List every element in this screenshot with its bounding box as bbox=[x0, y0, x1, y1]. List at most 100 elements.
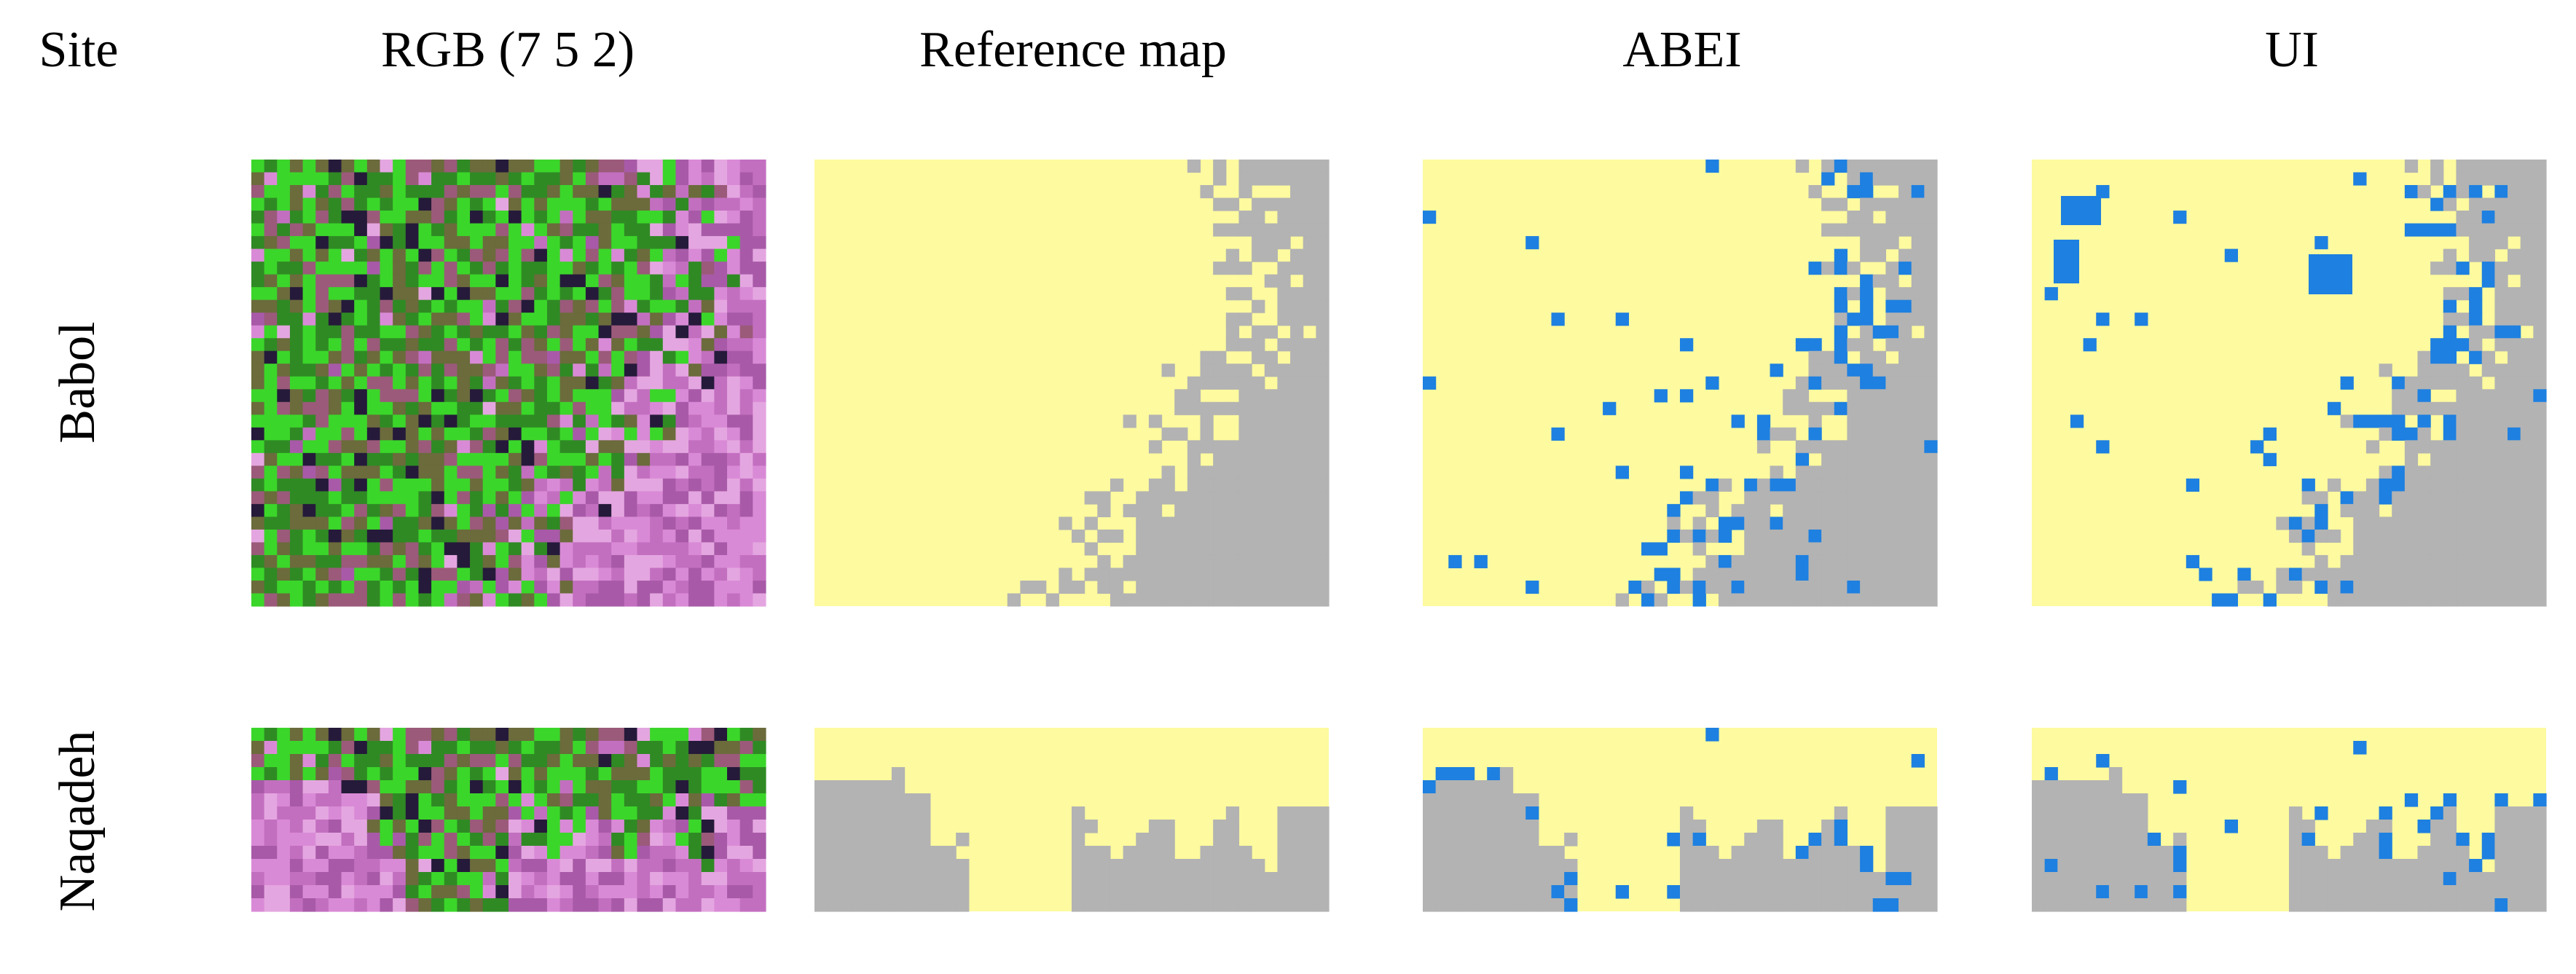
map-pixel bbox=[865, 859, 879, 873]
map-pixel bbox=[1225, 452, 1240, 466]
map-pixel bbox=[1303, 859, 1316, 873]
map-pixel bbox=[1692, 529, 1706, 543]
rgb-pixel bbox=[585, 806, 600, 820]
rgb-pixel bbox=[624, 364, 638, 377]
map-pixel bbox=[2443, 593, 2457, 607]
map-pixel bbox=[1213, 478, 1227, 492]
map-pixel bbox=[2494, 236, 2508, 250]
map-pixel bbox=[1187, 466, 1201, 479]
rgb-pixel bbox=[739, 313, 753, 326]
rgb-pixel bbox=[727, 503, 741, 517]
rgb-pixel bbox=[341, 350, 355, 364]
rgb-pixel bbox=[546, 554, 561, 569]
rgb-pixel bbox=[637, 338, 651, 352]
map-pixel bbox=[1097, 846, 1111, 860]
map-pixel bbox=[2520, 376, 2534, 390]
map-pixel bbox=[2443, 197, 2457, 211]
map-pixel bbox=[1808, 262, 1822, 275]
map-pixel bbox=[1898, 466, 1912, 479]
rgb-pixel bbox=[739, 567, 753, 581]
rgb-pixel bbox=[753, 846, 766, 860]
map-pixel bbox=[1290, 491, 1304, 505]
rgb-pixel bbox=[495, 806, 509, 820]
rgb-pixel bbox=[624, 754, 638, 768]
rgb-pixel bbox=[366, 262, 381, 275]
map-pixel bbox=[2044, 820, 2058, 833]
rgb-pixel bbox=[598, 466, 612, 479]
rgb-pixel bbox=[341, 542, 355, 556]
rgb-pixel bbox=[585, 427, 600, 441]
rgb-pixel bbox=[251, 236, 265, 250]
rgb-pixel bbox=[470, 299, 484, 313]
rgb-pixel bbox=[624, 172, 638, 186]
column-header: Site bbox=[39, 22, 119, 78]
rgb-pixel bbox=[457, 529, 471, 543]
map-pixel bbox=[1072, 529, 1085, 543]
rgb-pixel bbox=[739, 248, 753, 262]
map-pixel bbox=[1770, 567, 1783, 581]
rgb-pixel bbox=[431, 846, 445, 860]
map-pixel bbox=[2327, 885, 2341, 899]
rgb-pixel bbox=[341, 172, 355, 186]
rgb-pixel bbox=[380, 885, 393, 899]
map-pixel bbox=[1461, 846, 1475, 860]
rgb-pixel bbox=[585, 885, 600, 899]
rgb-pixel bbox=[637, 833, 651, 847]
rgb-pixel bbox=[341, 885, 355, 899]
rgb-pixel bbox=[251, 313, 265, 326]
rgb-pixel bbox=[662, 529, 677, 543]
map-pixel bbox=[1238, 529, 1252, 543]
rgb-pixel bbox=[470, 806, 484, 820]
map-pixel bbox=[1213, 529, 1227, 543]
map-pixel bbox=[1885, 542, 1899, 556]
map-pixel bbox=[1187, 401, 1201, 415]
rgb-pixel bbox=[637, 741, 651, 755]
rgb-pixel bbox=[675, 313, 689, 326]
map-pixel bbox=[2417, 846, 2431, 860]
map-pixel bbox=[2417, 529, 2431, 543]
map-pixel bbox=[2392, 427, 2406, 441]
rgb-pixel bbox=[727, 440, 741, 454]
map-pixel bbox=[2443, 793, 2457, 807]
map-pixel bbox=[1924, 172, 1938, 186]
map-pixel bbox=[2481, 197, 2495, 211]
rgb-pixel bbox=[508, 389, 522, 403]
map-pixel bbox=[2289, 820, 2303, 833]
rgb-pixel bbox=[277, 567, 291, 581]
map-pixel bbox=[1123, 859, 1136, 873]
map-pixel bbox=[1423, 211, 1437, 224]
map-pixel bbox=[1136, 885, 1150, 899]
rgb-pixel bbox=[688, 160, 702, 173]
map-pixel bbox=[1474, 793, 1488, 807]
map-pixel bbox=[2533, 554, 2547, 569]
map-pixel bbox=[2121, 898, 2135, 912]
rgb-pixel bbox=[611, 517, 625, 530]
map-pixel bbox=[1059, 567, 1072, 581]
rgb-pixel bbox=[739, 262, 753, 275]
rgb-pixel bbox=[418, 767, 432, 781]
rgb-pixel bbox=[315, 872, 329, 886]
rgb-pixel bbox=[315, 741, 329, 755]
map-pixel bbox=[1847, 440, 1861, 454]
rgb-pixel bbox=[753, 728, 766, 742]
map-pixel bbox=[1072, 872, 1085, 886]
map-pixel bbox=[1097, 872, 1111, 886]
map-pixel bbox=[1924, 262, 1938, 275]
rgb-pixel bbox=[546, 542, 561, 556]
rgb-pixel bbox=[457, 313, 471, 326]
map-pixel bbox=[1667, 567, 1681, 581]
map-pixel bbox=[2494, 376, 2508, 390]
map-pixel bbox=[2083, 338, 2097, 352]
map-pixel bbox=[1872, 898, 1886, 912]
map-pixel bbox=[2533, 364, 2547, 377]
rgb-pixel bbox=[470, 846, 484, 860]
map-pixel bbox=[1756, 542, 1771, 556]
rgb-pixel bbox=[546, 806, 561, 820]
map-pixel bbox=[1187, 491, 1201, 505]
map-pixel bbox=[2508, 172, 2521, 186]
map-pixel bbox=[2289, 846, 2303, 860]
map-pixel bbox=[1705, 872, 1719, 886]
rgb-pixel bbox=[482, 859, 496, 873]
map-pixel bbox=[814, 793, 828, 807]
map-pixel bbox=[1200, 885, 1214, 899]
